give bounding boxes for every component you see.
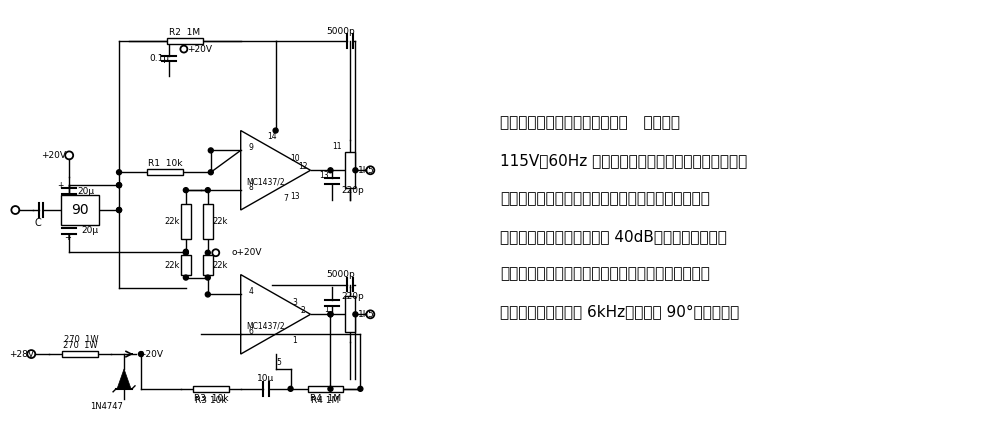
Circle shape [288, 386, 293, 391]
Circle shape [358, 386, 363, 391]
Text: 4: 4 [248, 287, 253, 296]
Text: 22k: 22k [164, 217, 180, 226]
Text: 90: 90 [72, 203, 89, 217]
Text: 1N4747: 1N4747 [89, 402, 123, 411]
Text: R4 1M: R4 1M [311, 396, 339, 405]
Text: 115V、60Hz 伺服电机功率放大器提供差动输出。一: 115V、60Hz 伺服电机功率放大器提供差动输出。一 [500, 153, 748, 168]
Bar [345, 296, 355, 332]
Text: 220p: 220p [341, 186, 364, 195]
Text: 270  1W: 270 1W [63, 340, 97, 350]
Text: 13: 13 [319, 171, 329, 180]
Circle shape [328, 312, 333, 317]
Text: 1k5: 1k5 [358, 166, 375, 175]
Text: 5: 5 [277, 357, 282, 366]
Text: 20μ: 20μ [77, 187, 94, 195]
Polygon shape [117, 369, 131, 389]
Text: 出电路。电路的电压增益为 40dB，以单个稳压管稳: 出电路。电路的电压增益为 40dB，以单个稳压管稳 [500, 229, 727, 244]
Text: 11: 11 [333, 142, 342, 151]
Text: 14: 14 [267, 132, 277, 141]
Text: R3  10k: R3 10k [193, 394, 228, 403]
Circle shape [328, 312, 333, 317]
Text: 5000p: 5000p [326, 27, 355, 36]
Bar [345, 152, 355, 188]
Circle shape [205, 275, 210, 280]
Text: 采用并联运放的伺服前置放大器   该电路为: 采用并联运放的伺服前置放大器 该电路为 [500, 116, 680, 131]
Text: R2  1M: R2 1M [170, 28, 200, 37]
Text: 22k: 22k [164, 261, 180, 270]
Text: 3: 3 [292, 298, 297, 307]
Bar [307, 386, 343, 392]
Bar [203, 204, 213, 239]
Text: 1: 1 [292, 336, 297, 345]
Circle shape [208, 148, 213, 153]
Circle shape [353, 312, 358, 317]
Text: 13: 13 [289, 192, 299, 201]
Bar [193, 386, 229, 392]
Circle shape [117, 183, 122, 188]
Bar [203, 255, 213, 275]
Circle shape [138, 351, 143, 357]
Text: 220p: 220p [341, 292, 364, 301]
Bar [181, 255, 191, 275]
Bar [181, 204, 191, 239]
Circle shape [205, 188, 210, 192]
Circle shape [205, 250, 210, 255]
Text: 10: 10 [289, 154, 299, 163]
Circle shape [117, 170, 122, 175]
Text: 22k: 22k [213, 217, 229, 226]
Circle shape [117, 183, 122, 188]
Text: R3 10k: R3 10k [195, 396, 227, 405]
Circle shape [208, 170, 213, 175]
Text: R4  1M: R4 1M [310, 394, 341, 403]
Text: 12: 12 [298, 162, 307, 171]
Text: 压电源供电。电路采用深度直流负反馈，具有良好的: 压电源供电。电路采用深度直流负反馈，具有良好的 [500, 267, 710, 282]
Text: 2: 2 [300, 306, 305, 315]
Text: +28V: +28V [9, 349, 33, 359]
Text: +: + [64, 233, 71, 243]
Text: C: C [35, 218, 41, 228]
Bar [167, 38, 203, 44]
Text: +20V: +20V [41, 151, 66, 160]
Circle shape [183, 250, 188, 255]
Text: 8: 8 [248, 183, 253, 192]
Text: 1k5: 1k5 [358, 310, 375, 319]
Text: 9: 9 [248, 143, 253, 152]
Bar [61, 195, 99, 225]
Text: 7: 7 [284, 194, 288, 203]
Text: 10μ: 10μ [257, 374, 275, 383]
Text: o+20V: o+20V [232, 248, 262, 257]
Circle shape [183, 249, 188, 254]
Text: 270  1W: 270 1W [64, 335, 98, 344]
Text: R1  10k: R1 10k [148, 159, 182, 168]
Text: 0.1μ: 0.1μ [149, 54, 169, 63]
Text: 直流稳定性。带宽为 6kHz，输人由 90°移相驱动。: 直流稳定性。带宽为 6kHz，输人由 90°移相驱动。 [500, 304, 740, 319]
Text: +: + [57, 181, 64, 190]
Circle shape [183, 275, 188, 280]
Circle shape [353, 168, 358, 173]
Bar [147, 169, 182, 175]
Text: MC1437/2: MC1437/2 [246, 322, 284, 331]
Text: 22k: 22k [213, 261, 229, 270]
Circle shape [328, 386, 333, 391]
Text: MC1437/2: MC1437/2 [246, 178, 284, 187]
Text: +20V: +20V [138, 349, 164, 359]
Text: 6: 6 [248, 327, 253, 336]
Text: 1: 1 [324, 305, 329, 314]
Circle shape [273, 128, 278, 133]
Circle shape [117, 207, 122, 212]
Text: 20μ: 20μ [81, 226, 98, 235]
Text: +20V: +20V [187, 45, 212, 53]
Text: 个运放反相连接，另一个运放同相连接，构成互补输: 个运放反相连接，另一个运放同相连接，构成互补输 [500, 191, 710, 206]
Bar [62, 351, 98, 357]
Circle shape [328, 168, 333, 173]
Circle shape [117, 207, 122, 212]
Circle shape [205, 292, 210, 297]
Text: 5000p: 5000p [326, 270, 355, 279]
Circle shape [183, 188, 188, 192]
